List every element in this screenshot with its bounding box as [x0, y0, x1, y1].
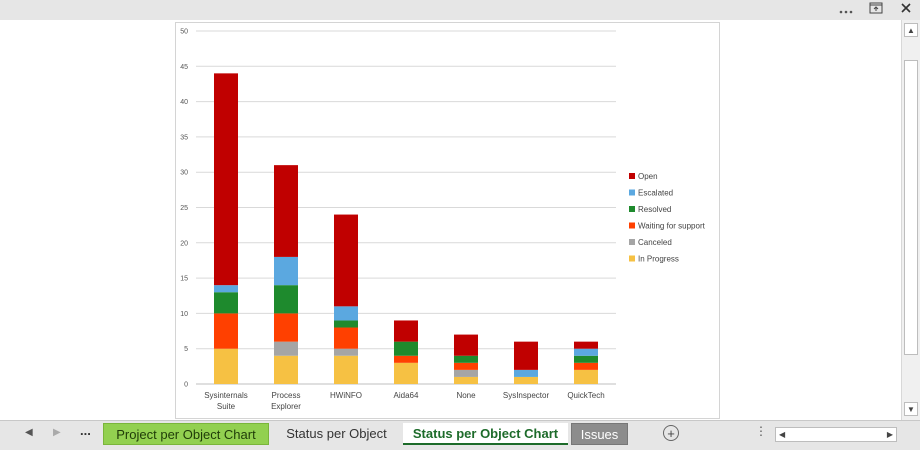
legend-label: Escalated: [638, 189, 673, 198]
bar-segment: [334, 214, 358, 307]
bar-segment: [574, 362, 598, 370]
stacked-bar-chart: 0 5 10 15 20 25 30 35 40 45 50 Sysinternals Suite Pro…: [180, 29, 706, 412]
bar-segment: [274, 165, 298, 257]
bar-segment: [334, 320, 358, 328]
legend-label: Resolved: [638, 205, 671, 214]
x-tick-label: SysInspector: [503, 391, 550, 400]
bar-segment: [274, 355, 298, 384]
y-tick-label: 50: [180, 29, 188, 36]
legend-swatch: [629, 239, 635, 245]
bar-segment: [334, 355, 358, 384]
x-tick-label: None: [456, 391, 476, 400]
legend-label: Open: [638, 172, 658, 181]
bar-segment: [394, 341, 418, 356]
tab-status-per-object[interactable]: Status per Object: [286, 426, 387, 441]
restore-icon[interactable]: [866, 2, 886, 18]
close-icon[interactable]: [896, 2, 916, 18]
worksheet-area: 0 5 10 15 20 25 30 35 40 45 50 Sysinternals Suite Pro…: [0, 20, 901, 420]
add-sheet-button[interactable]: +: [663, 425, 679, 441]
scroll-left-arrow[interactable]: ◀: [779, 430, 786, 439]
y-tick-label: 45: [180, 64, 188, 71]
x-tick-label: Explorer: [271, 402, 301, 411]
bar-segment: [214, 348, 238, 384]
legend-swatch: [629, 222, 635, 229]
bar-segment: [274, 285, 298, 314]
scroll-up-arrow[interactable]: ▲: [904, 23, 918, 37]
legend-swatch: [629, 255, 635, 262]
bar-segment: [514, 341, 538, 370]
scroll-right-arrow[interactable]: ▶: [886, 430, 893, 439]
scroll-down-arrow[interactable]: ▼: [904, 402, 918, 416]
y-tick-label: 35: [180, 134, 188, 141]
y-tick-label: 0: [184, 382, 188, 389]
bar-segment: [274, 313, 298, 342]
x-tick-label: HWiNFO: [330, 391, 362, 400]
x-tick-label: QuickTech: [567, 391, 604, 400]
bar-segment: [334, 306, 358, 321]
bar-segment: [454, 369, 478, 377]
y-tick-label: 25: [180, 205, 188, 212]
legend-label: Waiting for support: [638, 222, 706, 231]
bar-segment: [214, 285, 238, 293]
x-tick-label: Aida64: [394, 391, 419, 400]
legend-swatch: [629, 189, 635, 196]
bar-segment: [514, 376, 538, 384]
y-tick-label: 30: [180, 170, 188, 177]
bar-segment: [274, 341, 298, 356]
tab-status-per-object-chart[interactable]: Status per Object Chart: [403, 423, 568, 445]
bar-segment: [214, 313, 238, 349]
legend-swatch: [629, 206, 635, 212]
vertical-scroll-thumb[interactable]: [904, 60, 918, 355]
bar-segment: [334, 348, 358, 356]
bar-segment: [574, 341, 598, 349]
bar-segment: [454, 376, 478, 384]
tab-nav-prev-icon[interactable]: ◀: [25, 427, 33, 438]
bar-segment: [574, 369, 598, 384]
x-tick-label: Sysinternals: [204, 391, 248, 400]
legend-label: In Progress: [638, 255, 679, 264]
bar-segment: [454, 355, 478, 363]
tab-project-per-object-chart[interactable]: Project per Object Chart: [103, 423, 269, 445]
horizontal-scrollbar[interactable]: ◀ ▶: [775, 427, 897, 442]
y-tick-label: 20: [180, 240, 188, 247]
bar-segment: [514, 369, 538, 377]
bar-segment: [454, 362, 478, 370]
x-tick-label: Process: [272, 391, 301, 400]
tab-options-icon[interactable]: ⋮: [755, 424, 767, 438]
tab-more-button[interactable]: ...: [80, 423, 91, 438]
bar-segment: [214, 73, 238, 286]
tab-issues[interactable]: Issues: [571, 423, 628, 445]
y-tick-label: 40: [180, 99, 188, 106]
legend-swatch: [629, 173, 635, 179]
sheet-tab-bar: ◀ ▶ ... Project per Object Chart Status …: [0, 420, 920, 450]
x-tick-label: Suite: [217, 402, 236, 411]
tab-nav-next-icon[interactable]: ▶: [53, 427, 61, 438]
bar-segment: [454, 334, 478, 356]
y-tick-label: 10: [180, 311, 188, 318]
y-tick-label: 5: [184, 346, 188, 353]
vertical-scrollbar[interactable]: ▲ ▼: [901, 20, 920, 420]
bar-segment: [394, 355, 418, 363]
bar-segment: [394, 320, 418, 342]
chart-frame[interactable]: 0 5 10 15 20 25 30 35 40 45 50 Sysinternals Suite Pro…: [175, 22, 720, 419]
legend-label: Canceled: [638, 238, 672, 247]
bar-segment: [574, 348, 598, 356]
bar-segment: [394, 362, 418, 384]
bar-segment: [574, 355, 598, 363]
bar-segment: [274, 256, 298, 286]
bar-segment: [334, 327, 358, 349]
ellipsis-icon[interactable]: [836, 2, 856, 18]
bar-segment: [214, 292, 238, 314]
title-bar: [0, 0, 920, 20]
y-tick-label: 15: [180, 276, 188, 283]
